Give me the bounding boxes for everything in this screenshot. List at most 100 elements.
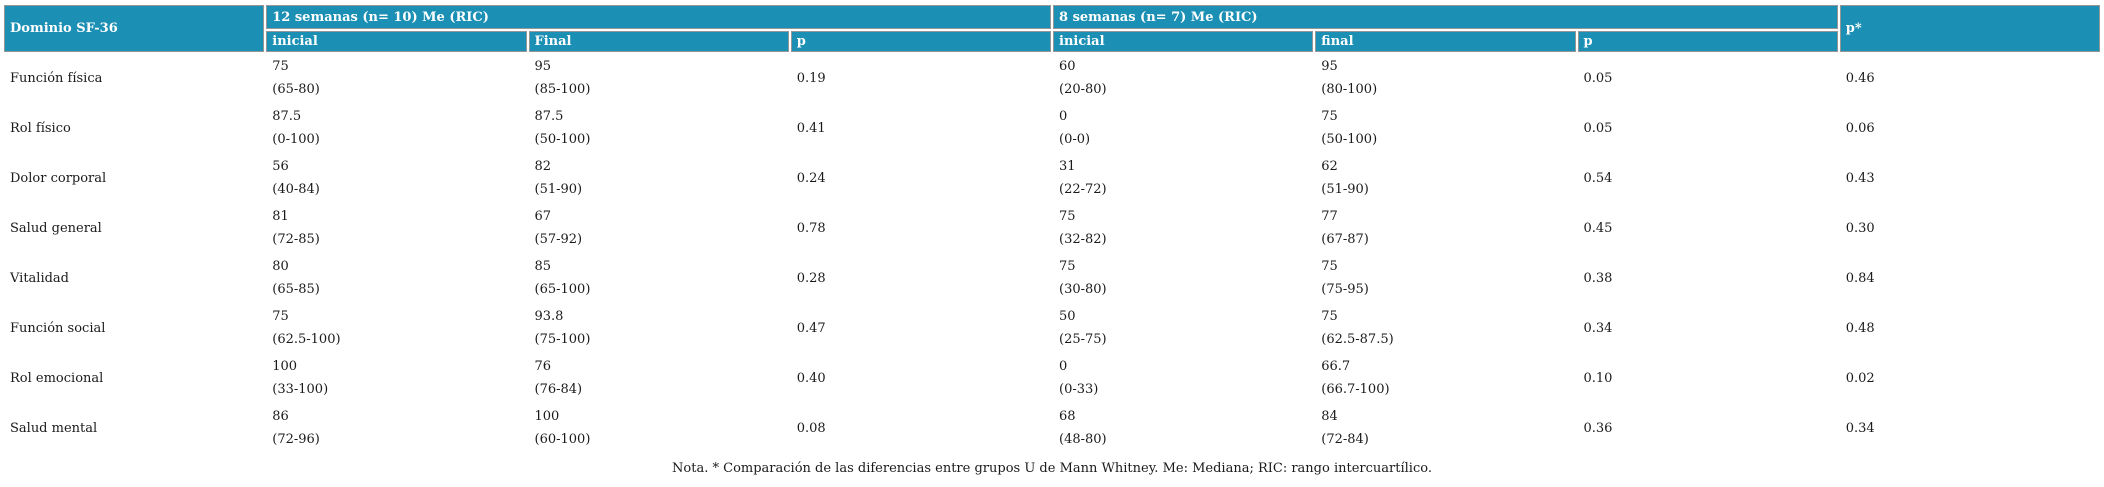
cell-8w-p: 0.45 [1577, 204, 1838, 252]
median-value: 100 [534, 409, 560, 424]
ric-range: (65-85) [272, 282, 320, 297]
median-value: 75 [272, 59, 289, 74]
table-footnote: Nota. * Comparación de las diferencias e… [672, 461, 1432, 476]
median-value: 81 [272, 209, 289, 224]
table-row-dolor-corporal: Dolor corporal 56 (40-84) 82 (51-90) 0.2… [4, 154, 2100, 202]
cell-12w-inicial: 80 (65-85) [266, 254, 527, 302]
cell-12w-inicial: 87.5 (0-100) [266, 104, 527, 152]
cell-12w-final: 67 (57-92) [528, 204, 789, 252]
cell-p-star: 0.84 [1839, 254, 2100, 302]
header-domain-sf36: Dominio SF-36 [4, 5, 265, 52]
header-8w-p: p [1577, 31, 1838, 52]
ric-range: (60-100) [534, 432, 591, 447]
table-row-funcion-social: Función social 75 (62.5-100) 93.8 (75-10… [4, 304, 2100, 352]
ric-range: (67-87) [1321, 232, 1369, 247]
header-8w-inicial: inicial [1053, 31, 1314, 52]
median-value: 62 [1321, 159, 1338, 174]
cell-12w-p: 0.47 [790, 304, 1051, 352]
cell-12w-p: 0.28 [790, 254, 1051, 302]
cell-12w-p: 0.40 [790, 354, 1051, 402]
row-domain-label: Rol emocional [4, 354, 265, 402]
cell-8w-inicial: 0 (0-0) [1053, 104, 1314, 152]
row-domain-label: Función social [4, 304, 265, 352]
cell-8w-final: 95 (80-100) [1315, 54, 1576, 102]
median-value: 100 [272, 359, 298, 374]
header-group-12-semanas: 12 semanas (n= 10) Me (RIC) [266, 5, 1051, 29]
median-value: 87.5 [534, 109, 564, 124]
median-value: 95 [1321, 59, 1338, 74]
cell-12w-final: 95 (85-100) [528, 54, 789, 102]
ric-range: (0-100) [272, 132, 320, 147]
ric-range: (33-100) [272, 382, 329, 397]
ric-range: (30-80) [1059, 282, 1107, 297]
ric-range: (57-92) [534, 232, 583, 247]
table-header: Dominio SF-36 12 semanas (n= 10) Me (RIC… [4, 5, 2100, 52]
median-value: 75 [1321, 109, 1338, 124]
median-value: 93.8 [534, 309, 564, 324]
cell-8w-p: 0.05 [1577, 54, 1838, 102]
cell-8w-inicial: 0 (0-33) [1053, 354, 1314, 402]
cell-8w-inicial: 50 (25-75) [1053, 304, 1314, 352]
cell-p-star: 0.48 [1839, 304, 2100, 352]
page: Dominio SF-36 12 semanas (n= 10) Me (RIC… [4, 5, 2100, 476]
median-value: 75 [272, 309, 289, 324]
cell-12w-inicial: 75 (65-80) [266, 54, 527, 102]
ric-range: (62.5-87.5) [1321, 332, 1394, 347]
ric-range: (48-80) [1059, 432, 1107, 447]
table-row-rol-fisico: Rol físico 87.5 (0-100) 87.5 (50-100) 0.… [4, 104, 2100, 152]
ric-range: (76-84) [534, 382, 583, 397]
cell-8w-final: 62 (51-90) [1315, 154, 1576, 202]
cell-p-star: 0.34 [1839, 404, 2100, 452]
cell-12w-final: 85 (65-100) [528, 254, 789, 302]
ric-range: (72-85) [272, 232, 320, 247]
cell-8w-inicial: 75 (30-80) [1053, 254, 1314, 302]
header-12w-p: p [790, 31, 1051, 52]
row-domain-label: Salud mental [4, 404, 265, 452]
cell-12w-inicial: 100 (33-100) [266, 354, 527, 402]
cell-8w-final: 77 (67-87) [1315, 204, 1576, 252]
table-row-funcion-fisica: Función física 75 (65-80) 95 (85-100) 0.… [4, 54, 2100, 102]
header-12w-final: Final [528, 31, 789, 52]
median-value: 50 [1059, 309, 1076, 324]
median-value: 77 [1321, 209, 1338, 224]
ric-range: (66.7-100) [1321, 382, 1390, 397]
cell-12w-p: 0.08 [790, 404, 1051, 452]
median-value: 75 [1059, 259, 1076, 274]
median-value: 0 [1059, 109, 1068, 124]
header-p-star: p* [1839, 5, 2100, 52]
cell-8w-p: 0.34 [1577, 304, 1838, 352]
ric-range: (85-100) [534, 82, 591, 97]
ric-range: (20-80) [1059, 82, 1107, 97]
ric-range: (0-33) [1059, 382, 1099, 397]
ric-range: (72-96) [272, 432, 320, 447]
header-sub-row: inicial Final p inicial final p [4, 31, 2100, 52]
median-value: 95 [534, 59, 552, 74]
ric-range: (75-100) [534, 332, 591, 347]
cell-p-star: 0.06 [1839, 104, 2100, 152]
cell-12w-inicial: 75 (62.5-100) [266, 304, 527, 352]
cell-8w-p: 0.05 [1577, 104, 1838, 152]
ric-range: (65-80) [272, 82, 320, 97]
cell-12w-final: 76 (76-84) [528, 354, 789, 402]
header-group-8-semanas: 8 semanas (n= 7) Me (RIC) [1053, 5, 1838, 29]
median-value: 75 [1059, 209, 1076, 224]
median-value: 31 [1059, 159, 1076, 174]
median-value: 82 [534, 159, 552, 174]
cell-12w-final: 87.5 (50-100) [528, 104, 789, 152]
ric-range: (65-100) [534, 282, 591, 297]
median-value: 86 [272, 409, 289, 424]
cell-8w-p: 0.10 [1577, 354, 1838, 402]
median-value: 75 [1321, 309, 1338, 324]
cell-8w-inicial: 60 (20-80) [1053, 54, 1314, 102]
median-value: 84 [1321, 409, 1338, 424]
cell-8w-p: 0.36 [1577, 404, 1838, 452]
cell-12w-inicial: 86 (72-96) [266, 404, 527, 452]
cell-12w-final: 82 (51-90) [528, 154, 789, 202]
cell-12w-final: 100 (60-100) [528, 404, 789, 452]
row-domain-label: Dolor corporal [4, 154, 265, 202]
cell-8w-inicial: 75 (32-82) [1053, 204, 1314, 252]
cell-8w-final: 75 (62.5-87.5) [1315, 304, 1576, 352]
ric-range: (32-82) [1059, 232, 1107, 247]
table-row-rol-emocional: Rol emocional 100 (33-100) 76 (76-84) 0.… [4, 354, 2100, 402]
ric-range: (50-100) [534, 132, 591, 147]
